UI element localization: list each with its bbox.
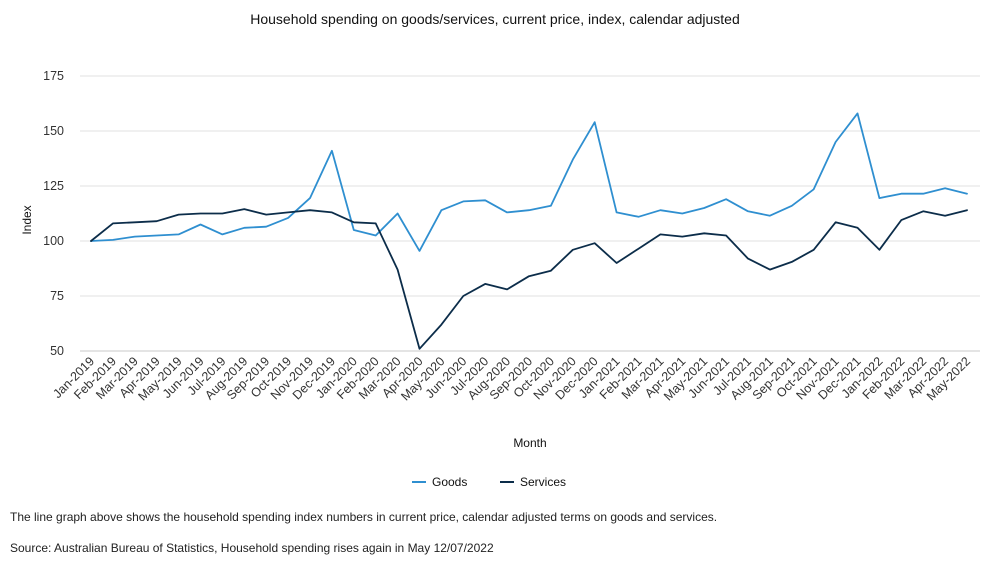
legend-label-goods: Goods [432,475,467,489]
chart-source: Source: Australian Bureau of Statistics,… [10,541,494,555]
legend-label-services: Services [520,475,566,489]
x-axis-ticks: Jan-2019Feb-2019Mar-2019Apr-2019May-2019… [50,354,973,403]
legend: Goods Services [412,475,566,489]
y-tick-label: 100 [43,234,64,248]
y-axis-ticks: 50 75 100 125 150 175 [43,69,64,358]
gridlines [80,75,980,352]
series-line-goods [90,112,968,252]
x-axis-title: Month [513,436,546,450]
y-tick-label: 75 [50,289,64,303]
y-tick-label: 125 [43,179,64,193]
y-axis-title: Index [20,205,34,234]
y-tick-label: 175 [43,69,64,83]
y-tick-label: 150 [43,124,64,138]
series-line-services [90,208,968,350]
y-tick-label: 50 [50,344,64,358]
chart-title: Household spending on goods/services, cu… [250,11,740,27]
chart-description: The line graph above shows the household… [10,510,718,524]
series-lines [90,112,968,350]
